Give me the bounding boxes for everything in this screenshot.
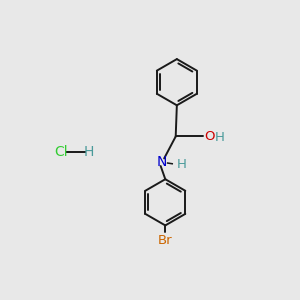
Text: O: O xyxy=(205,130,215,143)
Text: Br: Br xyxy=(158,233,172,247)
Text: H: H xyxy=(84,145,94,158)
Text: H: H xyxy=(215,131,225,144)
Text: H: H xyxy=(177,158,187,171)
Text: N: N xyxy=(157,155,167,169)
Text: Cl: Cl xyxy=(55,145,68,158)
